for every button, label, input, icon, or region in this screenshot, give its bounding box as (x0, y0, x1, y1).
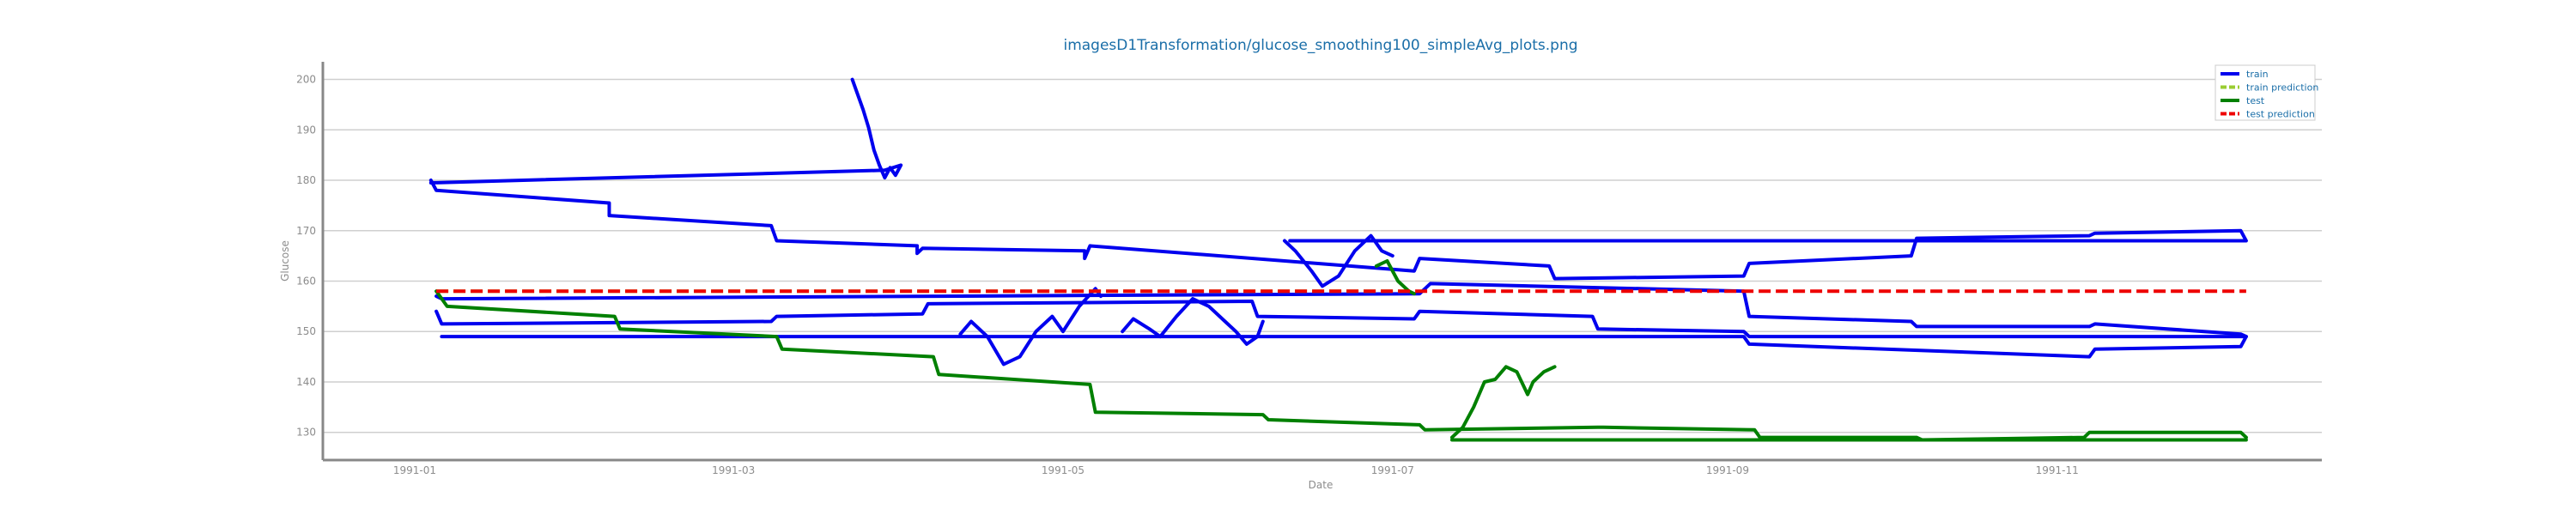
grid-lines (323, 78, 2322, 433)
plot-area (428, 77, 2248, 442)
x-axis-label: Date (1309, 479, 1334, 491)
y-tick-label: 200 (296, 74, 316, 86)
series-line (428, 179, 2248, 281)
series-line (1450, 365, 1557, 439)
y-tick-label: 180 (296, 174, 316, 186)
series-line (1121, 297, 1265, 346)
x-tick-label: 1991-09 (1706, 464, 1749, 476)
series-line (428, 77, 903, 185)
legend-label: test (2246, 95, 2265, 106)
series-line (434, 300, 2248, 339)
x-tick-label: 1991-05 (1042, 464, 1084, 476)
y-tick-label: 170 (296, 225, 316, 237)
series-line (958, 287, 1103, 367)
x-tick-label: 1991-01 (393, 464, 436, 476)
legend-label: train prediction (2246, 82, 2318, 94)
y-tick-label: 130 (296, 427, 316, 439)
legend-label: train (2246, 69, 2269, 80)
chart-title: imagesD1Transformation/glucose_smoothing… (1063, 37, 1577, 54)
y-tick-label: 190 (296, 124, 316, 136)
x-axis-ticks: 1991-01 1991-03 1991-05 1991-07 1991-09 1991-… (393, 464, 2079, 476)
series-line (434, 282, 2248, 359)
x-tick-label: 1991-03 (712, 464, 755, 476)
x-tick-label: 1991-07 (1371, 464, 1414, 476)
legend-label: test prediction (2246, 109, 2315, 120)
series-line (1374, 259, 1416, 296)
series-line (1283, 233, 1394, 288)
y-tick-label: 160 (296, 275, 316, 287)
y-tick-label: 150 (296, 325, 316, 337)
y-axis-ticks: 130 140 150 160 170 180 190 200 (296, 74, 316, 439)
x-tick-label: 1991-11 (2036, 464, 2079, 476)
series-line (434, 289, 2248, 442)
y-tick-label: 140 (296, 376, 316, 388)
y-axis-label: Glucose (279, 240, 291, 282)
